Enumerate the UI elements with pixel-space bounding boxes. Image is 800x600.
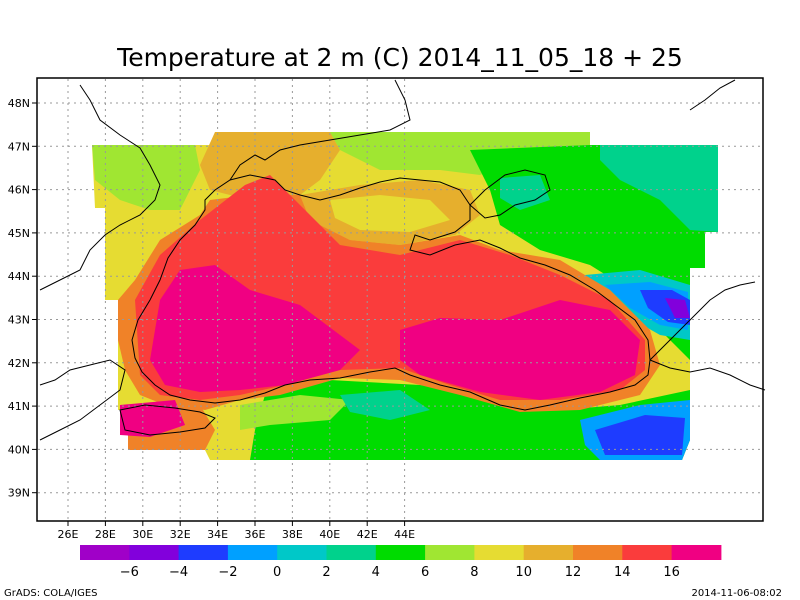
colorbar-swatch xyxy=(474,545,525,560)
field-nw-green xyxy=(92,145,200,210)
lat-tick-label: 43N xyxy=(8,314,30,327)
field-ne-teal xyxy=(600,145,718,232)
colorbar-label: 8 xyxy=(470,565,478,580)
map-frame xyxy=(36,77,764,522)
coastlines xyxy=(39,79,766,441)
colorbar-label: 6 xyxy=(421,565,429,580)
field-south-teal xyxy=(340,390,430,420)
lat-tick-label: 39N xyxy=(8,487,30,500)
colorbar-swatch xyxy=(375,545,426,560)
lat-tick-label: 40N xyxy=(8,443,30,456)
lat-tick-label: 47N xyxy=(8,140,30,153)
colorbar-label: 14 xyxy=(614,565,631,580)
colorbar-swatch xyxy=(178,545,229,560)
field-ne-lightgreen xyxy=(330,132,590,175)
colorbar-label: 12 xyxy=(565,565,582,580)
lon-tick-label: 44E xyxy=(394,528,415,541)
lon-tick-label: 42E xyxy=(357,528,378,541)
colorbar-swatch xyxy=(129,545,180,560)
lon-tick-label: 34E xyxy=(207,528,228,541)
lon-tick-label: 36E xyxy=(245,528,266,541)
lon-tick-label: 28E xyxy=(95,528,116,541)
colorbar xyxy=(80,545,722,560)
lon-tick-label: 26E xyxy=(58,528,79,541)
lat-tick-label: 46N xyxy=(8,184,30,197)
longitude-labels: 26E 28E 30E 32E 34E 36E 38E 40E 42E 44E xyxy=(58,521,415,541)
colorbar-swatch xyxy=(425,545,475,560)
lat-tick-label: 41N xyxy=(8,400,30,413)
colorbar-label: 4 xyxy=(372,565,380,580)
field-caucasus-violet xyxy=(665,298,690,318)
field-sea-magenta-west xyxy=(150,265,360,392)
field-se-blue xyxy=(595,415,685,455)
marmara-coast xyxy=(119,404,216,436)
latitude-labels: 48N 47N 46N 45N 44N 43N 42N 41N 40N 39N xyxy=(8,97,37,500)
colorbar-swatch xyxy=(671,545,722,560)
colorbar-label: −6 xyxy=(120,565,139,580)
colorbar-swatch xyxy=(227,545,278,560)
map-title: Temperature at 2 m (C) 2014_11_05_18 + 2… xyxy=(116,43,683,72)
lon-tick-label: 30E xyxy=(132,528,153,541)
colorbar-label: 16 xyxy=(663,565,680,580)
colorbar-swatch xyxy=(277,545,327,560)
lon-tick-label: 40E xyxy=(319,528,340,541)
lat-tick-label: 44N xyxy=(8,270,30,283)
colorbar-swatch xyxy=(523,545,574,560)
north-coast-detail xyxy=(229,79,411,181)
colorbar-swatch xyxy=(622,545,673,560)
colorbar-label: −4 xyxy=(169,565,188,580)
field-sea-magenta-east xyxy=(400,300,640,400)
colorbar-label: 0 xyxy=(273,565,281,580)
colorbar-label: 2 xyxy=(322,565,330,580)
field-marmara-magenta xyxy=(120,400,185,437)
colorbar-swatch xyxy=(573,545,623,560)
footer-left: GrADS: COLA/IGES xyxy=(4,588,98,599)
temperature-field xyxy=(92,132,718,460)
field-south-lightgreen xyxy=(240,395,350,430)
lon-tick-label: 38E xyxy=(282,528,303,541)
colorbar-label: 10 xyxy=(515,565,532,580)
colorbar-label: −2 xyxy=(218,565,237,580)
azov-coast xyxy=(469,169,551,219)
field-crimea-core xyxy=(330,195,450,232)
colorbar-swatch xyxy=(326,545,377,560)
colorbar-labels: −6 −4 −2 0 2 4 6 8 10 12 14 16 xyxy=(120,565,680,580)
lat-tick-label: 42N xyxy=(8,357,30,370)
lon-tick-label: 32E xyxy=(170,528,191,541)
field-azov-teal xyxy=(500,175,550,210)
east-coast-detail xyxy=(649,79,766,391)
aegean-coast xyxy=(39,84,161,441)
lat-tick-label: 45N xyxy=(8,227,30,240)
field-north-orange xyxy=(200,132,340,200)
colorbar-swatch xyxy=(80,545,130,560)
footer-right: 2014-11-06-08:02 xyxy=(691,588,782,599)
lat-tick-label: 48N xyxy=(8,97,30,110)
